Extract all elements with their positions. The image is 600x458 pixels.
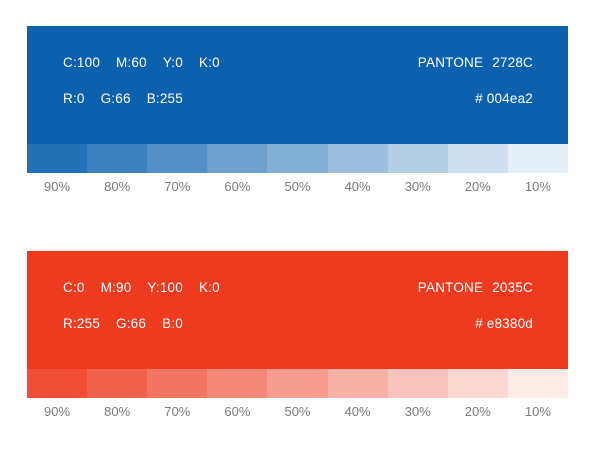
cmyk-black: K:0 — [198, 55, 220, 70]
color-swatch-blue: C:100 M:60 Y:0 K:0 PANTONE 2728C R:0 G:6… — [27, 26, 568, 144]
tint-cell — [327, 369, 388, 398]
rgb-blue: B:255 — [146, 91, 183, 106]
tint-label: 20% — [464, 404, 491, 419]
pantone-label: PANTONE — [417, 280, 484, 295]
rgb-blue: B:0 — [162, 316, 183, 331]
rgb-red: R:0 — [63, 91, 85, 106]
cmyk-pantone-row: C:0 M:90 Y:100 K:0 PANTONE 2035C — [63, 281, 533, 295]
tint-label: 70% — [164, 179, 191, 194]
rgb-green: G:66 — [100, 91, 131, 106]
tint-label: 50% — [284, 404, 311, 419]
tint-scale — [27, 144, 568, 173]
cmyk-cyan: C:100 — [63, 55, 101, 70]
tint-cell — [147, 369, 208, 398]
tint-cell — [507, 369, 568, 398]
cmyk-values: C:100 M:60 Y:0 K:0 — [63, 56, 220, 70]
tint-cell — [387, 144, 448, 173]
hex-code: # e8380d — [475, 316, 533, 331]
tint-label: 60% — [224, 404, 251, 419]
rgb-values: R:0 G:66 B:255 — [63, 92, 183, 106]
cmyk-black: K:0 — [198, 280, 220, 295]
tint-scale — [27, 369, 568, 398]
tint-label: 20% — [464, 179, 491, 194]
tint-cell — [207, 144, 268, 173]
tint-cell — [87, 369, 148, 398]
tint-label: 40% — [344, 179, 371, 194]
cmyk-magenta: M:60 — [116, 55, 147, 70]
tint-cell — [387, 369, 448, 398]
rgb-hex-row: R:0 G:66 B:255 # 004ea2 — [63, 92, 533, 106]
pantone-code: 2035C — [492, 280, 533, 295]
tint-label: 70% — [164, 404, 191, 419]
tint-label: 90% — [44, 179, 71, 194]
tint-cell — [267, 369, 328, 398]
rgb-green: G:66 — [116, 316, 147, 331]
tint-scale-labels: 90% 80% 70% 60% 50% 40% 30% 20% 10% — [27, 179, 568, 194]
cmyk-pantone-row: C:100 M:60 Y:0 K:0 PANTONE 2728C — [63, 56, 533, 70]
rgb-hex-row: R:255 G:66 B:0 # e8380d — [63, 317, 533, 331]
tint-label: 60% — [224, 179, 251, 194]
tint-cell — [447, 369, 508, 398]
tint-cell — [507, 144, 568, 173]
tint-label: 30% — [404, 179, 431, 194]
color-swatch-red: C:0 M:90 Y:100 K:0 PANTONE 2035C R:255 G… — [27, 251, 568, 369]
tint-label: 10% — [524, 179, 551, 194]
tint-cell — [87, 144, 148, 173]
tint-cell — [267, 144, 328, 173]
tint-label: 80% — [104, 179, 131, 194]
tint-label: 10% — [524, 404, 551, 419]
cmyk-values: C:0 M:90 Y:100 K:0 — [63, 281, 220, 295]
tint-cell — [147, 144, 208, 173]
rgb-red: R:255 — [63, 316, 101, 331]
tint-label: 30% — [404, 404, 431, 419]
tint-scale-labels: 90% 80% 70% 60% 50% 40% 30% 20% 10% — [27, 404, 568, 419]
tint-label: 40% — [344, 404, 371, 419]
cmyk-magenta: M:90 — [100, 280, 132, 295]
cmyk-yellow: Y:0 — [162, 55, 183, 70]
tint-cell — [207, 369, 268, 398]
pantone-label: PANTONE — [417, 55, 484, 70]
cmyk-cyan: C:0 — [63, 280, 85, 295]
pantone-code: 2728C — [492, 55, 533, 70]
tint-cell — [327, 144, 388, 173]
pantone-name: PANTONE 2728C — [418, 56, 533, 70]
tint-cell — [447, 144, 508, 173]
color-card-blue: C:100 M:60 Y:0 K:0 PANTONE 2728C R:0 G:6… — [27, 0, 568, 194]
tint-label: 90% — [44, 404, 71, 419]
cmyk-yellow: Y:100 — [147, 280, 183, 295]
pantone-name: PANTONE 2035C — [418, 281, 533, 295]
tint-cell — [27, 144, 88, 173]
hex-code: # 004ea2 — [475, 91, 533, 106]
tint-label: 80% — [104, 404, 131, 419]
tint-cell — [27, 369, 88, 398]
color-card-red: C:0 M:90 Y:100 K:0 PANTONE 2035C R:255 G… — [27, 251, 568, 419]
rgb-values: R:255 G:66 B:0 — [63, 317, 183, 331]
tint-label: 50% — [284, 179, 311, 194]
